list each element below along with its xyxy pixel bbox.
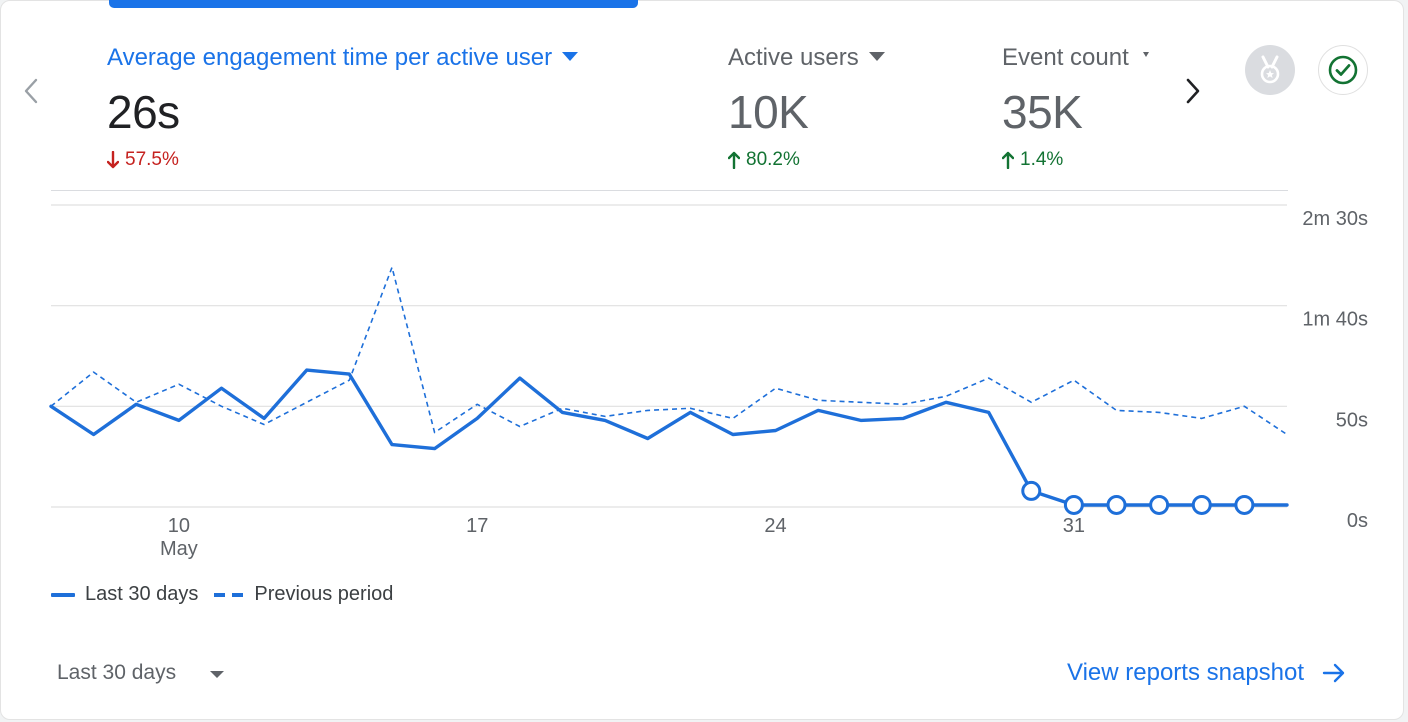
x-tick-label: 31 [1063, 515, 1085, 537]
data-point-marker [1021, 480, 1042, 501]
y-tick-label: 50s [1336, 409, 1368, 431]
metric-label: Average engagement time per active user [107, 44, 553, 71]
caret-down-icon [868, 49, 885, 67]
legend-label: Last 30 days [85, 583, 199, 605]
y-tick-label: 2m 30s [1302, 208, 1368, 230]
data-point-marker [1191, 494, 1212, 515]
series-line-previous-period [50, 266, 1288, 436]
metric-delta-value: 1.4% [1020, 149, 1064, 170]
metric-event-count[interactable]: Event count 35K 1.4% [1002, 41, 1149, 171]
y-tick-label: 0s [1347, 510, 1368, 532]
metric-delta: 1.4% [1002, 149, 1149, 171]
data-point-marker [1106, 494, 1127, 515]
metric-delta-value: 80.2% [746, 149, 800, 170]
metric-delta-value: 57.5% [125, 149, 179, 170]
previous-metrics-button[interactable] [15, 73, 47, 109]
next-metrics-button[interactable] [1177, 73, 1209, 109]
date-range-selector[interactable]: Last 30 days [57, 661, 225, 685]
metric-engagement-time[interactable]: Average engagement time per active user … [107, 41, 579, 171]
x-tick-label: 24 [764, 515, 786, 537]
metric-active-users[interactable]: Active users 10K 80.2% [728, 41, 885, 171]
metric-selector[interactable]: Average engagement time per active user [107, 41, 579, 75]
medal-icon [1245, 45, 1295, 95]
check-circle-icon[interactable] [1318, 45, 1368, 95]
x-tick-label: 10 [168, 515, 190, 537]
caret-down-icon [1142, 49, 1149, 67]
x-tick-sublabel: May [160, 538, 198, 560]
metric-selector[interactable]: Event count [1002, 41, 1149, 75]
legend-item-previous: Previous period [214, 583, 393, 606]
data-point-marker [1063, 494, 1084, 515]
arrow-up-icon [1002, 151, 1014, 169]
view-reports-snapshot-link[interactable]: View reports snapshot [1067, 659, 1346, 687]
metric-selector[interactable]: Active users [728, 41, 885, 75]
metric-value: 10K [728, 86, 809, 138]
y-tick-label: 1m 40s [1302, 309, 1368, 331]
arrow-right-icon [1322, 662, 1346, 684]
view-link-label: View reports snapshot [1067, 659, 1305, 686]
x-tick-label: 17 [466, 515, 488, 537]
metric-value: 35K [1002, 86, 1083, 138]
date-range-label: Last 30 days [57, 661, 177, 684]
caret-down-icon [210, 661, 225, 685]
metric-label: Active users [728, 44, 859, 71]
arrow-down-icon [107, 151, 119, 169]
series-line-last-30-days [49, 368, 1289, 507]
dashed-line-swatch [214, 592, 244, 597]
solid-line-swatch [51, 592, 75, 597]
chevron-left-icon [24, 78, 38, 104]
header-divider [51, 190, 1288, 191]
chart-legend: Last 30 days Previous period [51, 583, 397, 606]
metric-value: 26s [107, 86, 180, 138]
data-point-marker [1234, 494, 1255, 515]
metric-label: Event count [1002, 44, 1129, 71]
metric-delta: 80.2% [728, 149, 885, 171]
legend-item-current: Last 30 days [51, 583, 198, 606]
data-point-marker [1149, 494, 1170, 515]
metric-delta: 57.5% [107, 149, 578, 171]
arrow-up-icon [728, 151, 740, 169]
active-tab-indicator [109, 0, 638, 8]
chevron-right-icon [1186, 78, 1200, 104]
legend-label: Previous period [254, 583, 394, 605]
caret-down-icon [562, 49, 579, 67]
